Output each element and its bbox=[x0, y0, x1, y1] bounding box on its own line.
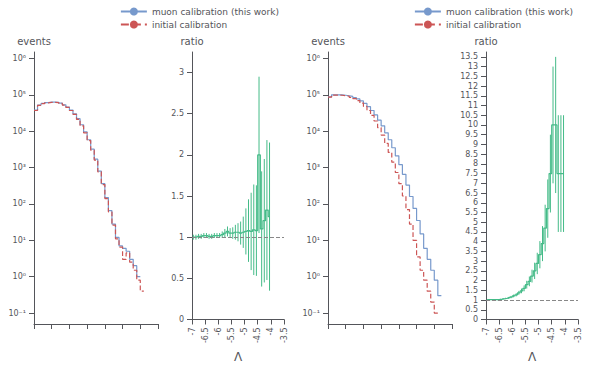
svg-text:10⁰: 10⁰ bbox=[13, 272, 26, 281]
svg-text:11: 11 bbox=[468, 101, 478, 110]
svg-text:-7: -7 bbox=[188, 327, 197, 335]
svg-text:0.5: 0.5 bbox=[465, 305, 478, 314]
svg-text:7.5: 7.5 bbox=[465, 169, 478, 178]
svg-text:12: 12 bbox=[468, 82, 478, 91]
svg-text:Λ: Λ bbox=[528, 350, 537, 364]
svg-text:10³: 10³ bbox=[307, 163, 320, 172]
svg-text:10³: 10³ bbox=[13, 163, 26, 172]
svg-text:-6.5: -6.5 bbox=[495, 327, 504, 343]
svg-text:-4.5: -4.5 bbox=[253, 327, 262, 343]
svg-text:0.5: 0.5 bbox=[171, 274, 184, 283]
svg-text:5: 5 bbox=[473, 218, 478, 227]
svg-text:events: events bbox=[17, 36, 51, 47]
svg-text:9: 9 bbox=[473, 140, 478, 149]
svg-text:1.5: 1.5 bbox=[171, 192, 184, 201]
svg-text:muon calibration (this work): muon calibration (this work) bbox=[446, 7, 573, 17]
svg-text:-5.5: -5.5 bbox=[227, 327, 236, 343]
svg-text:2: 2 bbox=[179, 150, 184, 159]
svg-text:10⁰: 10⁰ bbox=[307, 272, 320, 281]
svg-text:ratio: ratio bbox=[180, 36, 203, 47]
svg-text:0: 0 bbox=[473, 315, 478, 324]
svg-text:4: 4 bbox=[473, 237, 478, 246]
svg-text:1: 1 bbox=[179, 233, 184, 242]
svg-text:-5.5: -5.5 bbox=[521, 327, 530, 343]
svg-text:-4.5: -4.5 bbox=[547, 327, 556, 343]
svg-text:6.5: 6.5 bbox=[465, 189, 478, 198]
svg-text:13.5: 13.5 bbox=[460, 52, 478, 61]
svg-text:-3.5: -3.5 bbox=[574, 327, 583, 343]
svg-text:11.5: 11.5 bbox=[460, 91, 478, 100]
svg-text:7: 7 bbox=[473, 179, 478, 188]
svg-text:10⁵: 10⁵ bbox=[307, 90, 320, 99]
svg-text:3.5: 3.5 bbox=[465, 247, 478, 256]
svg-text:-6.5: -6.5 bbox=[201, 327, 210, 343]
svg-text:10⁻¹: 10⁻¹ bbox=[302, 309, 320, 318]
svg-text:-5: -5 bbox=[240, 327, 249, 335]
svg-text:2: 2 bbox=[473, 276, 478, 285]
svg-text:3: 3 bbox=[179, 68, 184, 77]
svg-text:0: 0 bbox=[179, 315, 184, 324]
svg-text:10⁴: 10⁴ bbox=[307, 127, 320, 136]
svg-text:4.5: 4.5 bbox=[465, 227, 478, 236]
svg-text:10²: 10² bbox=[307, 199, 320, 208]
svg-text:10: 10 bbox=[468, 120, 478, 129]
svg-text:8.5: 8.5 bbox=[465, 150, 478, 159]
svg-text:10.5: 10.5 bbox=[460, 111, 478, 120]
svg-text:-5: -5 bbox=[534, 327, 543, 335]
svg-text:-4: -4 bbox=[560, 327, 569, 335]
svg-text:-6: -6 bbox=[508, 327, 517, 335]
svg-text:2.5: 2.5 bbox=[171, 109, 184, 118]
svg-text:10⁵: 10⁵ bbox=[13, 90, 26, 99]
svg-text:initial calibration: initial calibration bbox=[446, 20, 521, 30]
svg-text:8: 8 bbox=[473, 159, 478, 168]
svg-text:9.5: 9.5 bbox=[465, 130, 478, 139]
svg-text:10⁻¹: 10⁻¹ bbox=[8, 309, 26, 318]
svg-text:10²: 10² bbox=[13, 199, 26, 208]
svg-text:10⁴: 10⁴ bbox=[13, 127, 26, 136]
svg-text:muon calibration (this work): muon calibration (this work) bbox=[152, 7, 279, 17]
svg-text:6: 6 bbox=[473, 198, 478, 207]
svg-text:ratio: ratio bbox=[474, 36, 497, 47]
svg-text:5.5: 5.5 bbox=[465, 208, 478, 217]
svg-text:2.5: 2.5 bbox=[465, 266, 478, 275]
svg-text:-3.5: -3.5 bbox=[280, 327, 289, 343]
svg-text:13: 13 bbox=[468, 62, 478, 71]
svg-text:-6: -6 bbox=[214, 327, 223, 335]
svg-text:12.5: 12.5 bbox=[460, 72, 478, 81]
svg-text:10¹: 10¹ bbox=[307, 236, 320, 245]
svg-text:10⁶: 10⁶ bbox=[13, 54, 26, 63]
svg-text:initial calibration: initial calibration bbox=[152, 20, 227, 30]
svg-text:3: 3 bbox=[473, 257, 478, 266]
svg-text:10¹: 10¹ bbox=[13, 236, 26, 245]
svg-text:1: 1 bbox=[473, 296, 478, 305]
svg-text:-4: -4 bbox=[266, 327, 275, 335]
svg-text:10⁶: 10⁶ bbox=[307, 54, 320, 63]
svg-text:Λ: Λ bbox=[234, 350, 243, 364]
svg-text:-7: -7 bbox=[482, 327, 491, 335]
svg-text:1.5: 1.5 bbox=[465, 286, 478, 295]
svg-text:events: events bbox=[311, 36, 345, 47]
